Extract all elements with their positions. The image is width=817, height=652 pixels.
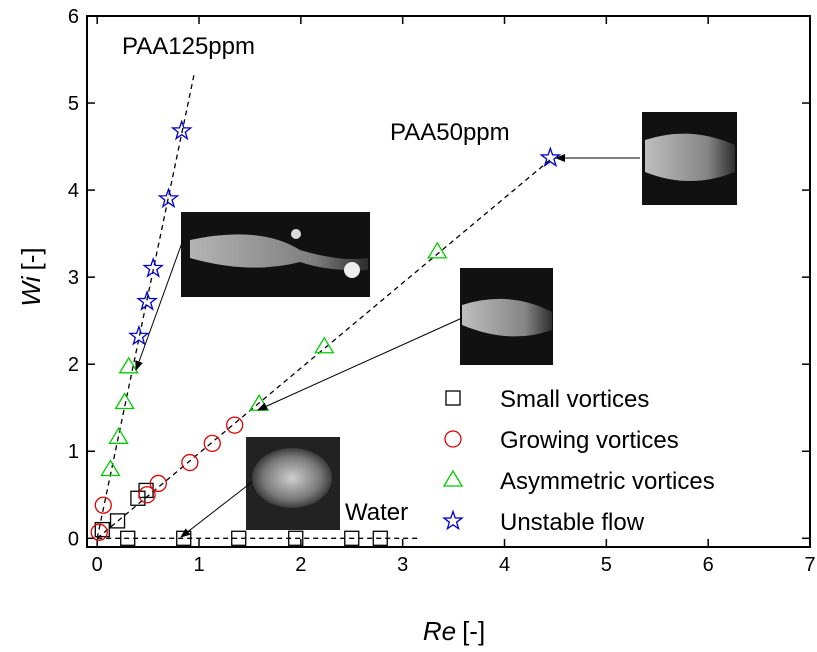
- marker-circle: [138, 486, 156, 504]
- y-tick-label: 3: [68, 267, 79, 289]
- marker-circle: [90, 523, 108, 541]
- marker-triangle: [118, 356, 139, 374]
- marker-square: [288, 530, 304, 546]
- marker-square: [445, 390, 461, 406]
- marker-star: [136, 290, 158, 311]
- legend-label: Asymmetric vortices: [500, 468, 715, 495]
- x-tick-label: 0: [92, 554, 103, 576]
- marker-square: [231, 530, 247, 546]
- marker-triangle: [100, 459, 121, 477]
- marker-star: [442, 509, 464, 531]
- x-tick-label: 3: [397, 554, 408, 576]
- marker-circle: [94, 496, 112, 514]
- marker-star: [157, 187, 180, 209]
- marker-triangle: [442, 469, 464, 487]
- marker-circle: [226, 416, 244, 434]
- annotation: Water: [345, 499, 408, 526]
- x-axis-label-unit: [-]: [462, 616, 485, 646]
- legend-label: Small vortices: [500, 386, 649, 413]
- y-tick-label: 5: [68, 93, 79, 115]
- legend-label: Growing vortices: [500, 427, 679, 454]
- inset-streaks: [462, 298, 552, 337]
- y-axis-label-unit: [-]: [16, 247, 46, 270]
- marker-triangle: [427, 241, 448, 259]
- marker-square: [372, 530, 388, 546]
- x-tick-label: 6: [703, 554, 714, 576]
- annotation: PAA50ppm: [390, 119, 510, 146]
- marker-triangle: [114, 392, 135, 410]
- plot-frame: [86, 15, 811, 548]
- marker-star: [128, 324, 150, 346]
- inset-streaks: [645, 133, 735, 181]
- marker-square: [120, 530, 136, 546]
- y-tick-label: 1: [68, 441, 79, 463]
- y-tick-label: 4: [68, 180, 79, 202]
- marker-circle: [444, 430, 462, 448]
- arrow: [257, 317, 463, 411]
- marker-square: [109, 513, 126, 529]
- marker-circle: [181, 453, 199, 472]
- marker-triangle: [314, 336, 335, 354]
- insets: [135, 112, 737, 538]
- x-axis-label-var: Re: [423, 616, 456, 646]
- inset-glow: [252, 448, 332, 508]
- inset-spot: [344, 262, 360, 278]
- annotation: PAA125ppm: [122, 33, 255, 60]
- y-tick-label: 2: [68, 354, 79, 376]
- y-tick-label: 0: [68, 528, 79, 550]
- arrow: [180, 481, 253, 538]
- y-axis-label: Wi [-]: [16, 247, 46, 306]
- x-tick-label: 2: [295, 554, 306, 576]
- marker-square: [94, 521, 110, 538]
- plot-layer: 0 1 2 3 4 5 6 7 0 1 2 3 4 5 6 Small vortices Growing vor…: [68, 6, 816, 576]
- marker-circle: [149, 474, 167, 493]
- x-tick-label: 5: [601, 554, 612, 576]
- y-axis-label-var: Wi: [16, 275, 46, 306]
- x-axis-label: Re [-]: [423, 616, 485, 646]
- inset-streaks: [190, 234, 368, 271]
- y-tick-label: 6: [68, 6, 79, 28]
- inset-spot: [291, 229, 301, 239]
- legend-label: Unstable flow: [500, 509, 645, 536]
- marker-star: [170, 119, 193, 141]
- marker-square: [130, 490, 146, 506]
- marker-star: [142, 256, 165, 278]
- x-tick-label: 7: [804, 554, 815, 576]
- arrow: [135, 239, 184, 371]
- x-tick-label: 4: [499, 554, 510, 576]
- x-tick-label: 1: [193, 554, 204, 576]
- marker-circle: [203, 434, 221, 453]
- marker-star: [539, 146, 562, 168]
- marker-square: [344, 530, 360, 546]
- marker-triangle: [108, 427, 129, 444]
